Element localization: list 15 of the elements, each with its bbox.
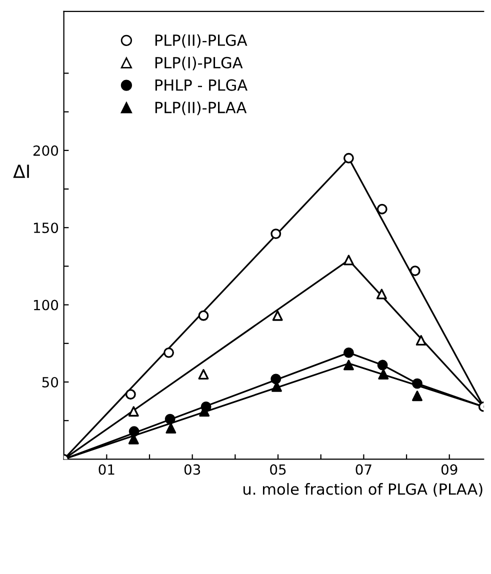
y-axis-title: ΔI	[13, 164, 29, 178]
x-tick-label: 07	[356, 464, 372, 475]
legend-label: PHLP - PLGA	[155, 79, 248, 91]
x-axis-title: u. mole fraction of PLGA (PLAA)	[244, 483, 482, 497]
legend-label: PLP(II)-PLGA	[155, 34, 248, 48]
y-tick-label: 150	[34, 222, 58, 234]
x-tick-label: 03	[184, 464, 200, 475]
legend-label: PLP(II)-PLAA	[155, 101, 247, 116]
x-tick-label: 09	[441, 464, 458, 475]
y-tick-label: 50	[42, 376, 58, 388]
x-tick-label: 05	[270, 464, 286, 475]
legend-label: PLP(I)-PLGA	[155, 56, 243, 70]
x-tick-label: 01	[98, 464, 114, 475]
y-tick-label: 100	[34, 300, 58, 310]
y-tick-label: 200	[33, 145, 58, 156]
